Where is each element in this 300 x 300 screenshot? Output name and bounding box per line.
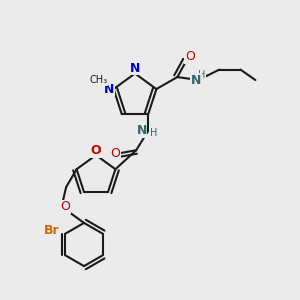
- Text: N: N: [191, 74, 201, 86]
- Text: O: O: [91, 144, 101, 157]
- Text: CH₃: CH₃: [89, 75, 108, 85]
- Text: O: O: [185, 50, 195, 63]
- Text: O: O: [110, 147, 120, 160]
- Text: O: O: [60, 200, 70, 213]
- Text: N: N: [130, 61, 140, 75]
- Text: N: N: [136, 124, 147, 137]
- Text: H: H: [198, 70, 206, 80]
- Text: Br: Br: [44, 224, 60, 237]
- Text: H: H: [150, 128, 157, 138]
- Text: N: N: [104, 82, 114, 95]
